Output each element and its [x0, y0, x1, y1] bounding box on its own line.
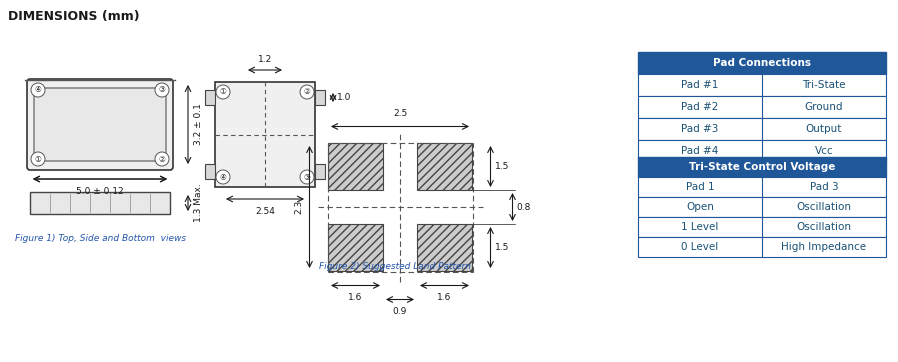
Circle shape [300, 85, 314, 99]
Bar [30, 192, 170, 214]
Text: Oscillation: Oscillation [797, 222, 851, 232]
Text: 2.3: 2.3 [295, 200, 304, 214]
Text: Output: Output [806, 124, 842, 134]
Text: Ground: Ground [805, 102, 843, 112]
Circle shape [31, 152, 45, 166]
Text: 1.5: 1.5 [495, 162, 509, 171]
Bar [638, 197, 886, 217]
Text: Vcc: Vcc [814, 146, 833, 156]
Text: ①: ① [34, 155, 41, 164]
Text: 2.54: 2.54 [255, 207, 275, 216]
Bar [417, 143, 472, 190]
Bar [638, 237, 886, 257]
Text: Pad Connections: Pad Connections [713, 58, 811, 68]
Bar [638, 96, 886, 118]
Bar [328, 143, 383, 190]
Text: DIMENSIONS (mm): DIMENSIONS (mm) [8, 10, 139, 23]
Circle shape [155, 83, 169, 97]
Text: High Impedance: High Impedance [781, 242, 867, 252]
Text: Pad 1: Pad 1 [686, 182, 714, 192]
Bar [638, 74, 886, 96]
Text: 0.8: 0.8 [516, 202, 531, 211]
Text: ①: ① [220, 88, 226, 97]
Text: Tri-State: Tri-State [802, 80, 846, 90]
Text: 1.0: 1.0 [337, 93, 351, 101]
Bar [638, 140, 886, 162]
Text: 3.2 ± 0.1: 3.2 ± 0.1 [194, 104, 203, 146]
Text: 5.0 ± 0.12: 5.0 ± 0.12 [76, 187, 124, 196]
Bar [638, 217, 886, 237]
Text: 1 Level: 1 Level [682, 222, 718, 232]
Text: Figure 1) Top, Side and Bottom  views: Figure 1) Top, Side and Bottom views [15, 234, 186, 243]
Circle shape [155, 152, 169, 166]
Circle shape [216, 170, 230, 184]
Text: ④: ④ [34, 85, 41, 94]
Text: ③: ③ [159, 85, 165, 94]
Bar [638, 177, 886, 197]
Bar [315, 164, 325, 179]
Text: 1.3 Max.: 1.3 Max. [194, 184, 203, 222]
Text: 1.5: 1.5 [495, 243, 509, 252]
Bar [205, 90, 215, 105]
Bar [315, 90, 325, 105]
FancyBboxPatch shape [34, 88, 166, 161]
FancyBboxPatch shape [27, 79, 173, 170]
Text: ②: ② [159, 155, 165, 164]
Text: Pad #1: Pad #1 [682, 80, 718, 90]
Text: 0 Level: 0 Level [682, 242, 718, 252]
Bar [328, 224, 383, 271]
Text: Tri-State Control Voltage: Tri-State Control Voltage [689, 162, 835, 172]
Text: 1.6: 1.6 [348, 294, 363, 303]
Text: 2.5: 2.5 [393, 109, 407, 118]
Text: 1.2: 1.2 [258, 55, 272, 64]
Text: ④: ④ [220, 173, 226, 181]
Text: Pad 3: Pad 3 [810, 182, 839, 192]
Circle shape [300, 170, 314, 184]
Text: 1.6: 1.6 [437, 294, 452, 303]
Circle shape [216, 85, 230, 99]
Text: Open: Open [686, 202, 714, 212]
Text: Pad #4: Pad #4 [682, 146, 718, 156]
Text: Pad #2: Pad #2 [682, 102, 718, 112]
Text: Oscillation: Oscillation [797, 202, 851, 212]
Text: 0.9: 0.9 [392, 307, 407, 316]
Bar [417, 224, 472, 271]
Bar [205, 164, 215, 179]
Bar [638, 52, 886, 74]
Bar [215, 82, 315, 187]
Text: ②: ② [304, 88, 311, 97]
Text: ③: ③ [304, 173, 311, 181]
Text: Pad #3: Pad #3 [682, 124, 718, 134]
Bar [638, 157, 886, 177]
Circle shape [31, 83, 45, 97]
Bar [638, 118, 886, 140]
Text: Figure 2) Suggested Land Pattern: Figure 2) Suggested Land Pattern [319, 262, 471, 271]
